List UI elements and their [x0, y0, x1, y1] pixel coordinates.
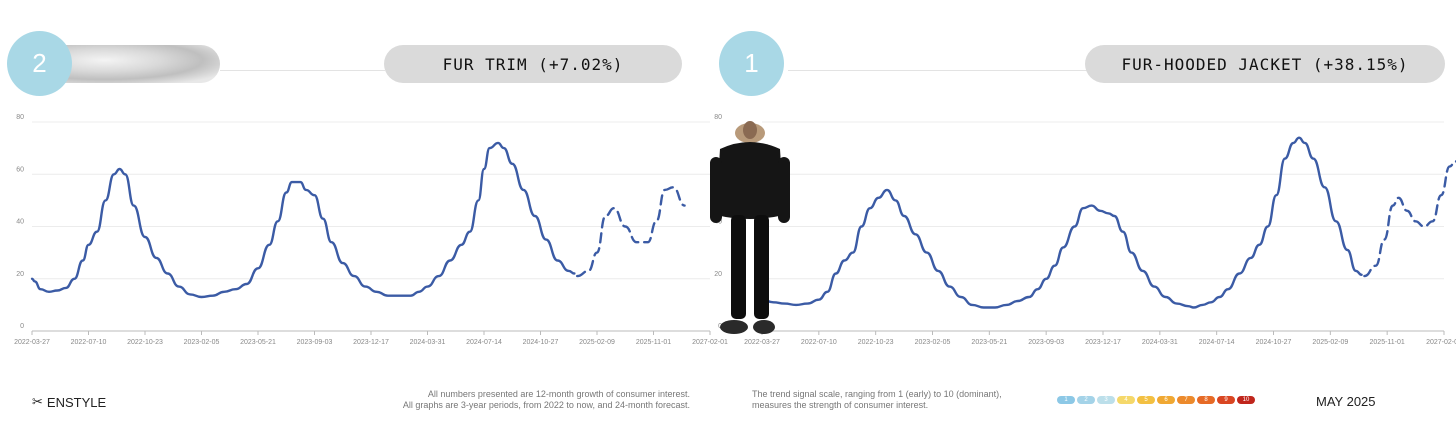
- y-tick-label: 80: [714, 114, 722, 121]
- x-tick-label: 2023-02-05: [915, 339, 951, 346]
- y-tick-label: 80: [16, 114, 24, 121]
- x-tick-label: 2023-09-03: [297, 339, 333, 346]
- trend-panel-fur-trim: 2 FUR TRIM (+7.02%) 0 20 40 60 80 2022-03-27 2…: [0, 0, 728, 346]
- scale-chip-1: 1: [1057, 396, 1075, 404]
- x-tick-label: 2024-03-31: [410, 339, 446, 346]
- methodology-note-line: All numbers presented are 12-month growt…: [427, 389, 690, 399]
- fur-texture-image: [55, 45, 220, 83]
- x-tick-label: 2022-03-27: [14, 339, 50, 346]
- scale-note-line: The trend signal scale, ranging from 1 (…: [752, 389, 1002, 399]
- x-tick-label: 2022-03-27: [744, 339, 780, 346]
- x-tick-label: 2023-05-21: [971, 339, 1007, 346]
- scale-chip-9: 9: [1217, 396, 1235, 404]
- trend-title: FUR-HOODED JACKET (+38.15%): [1085, 45, 1445, 83]
- x-tick-label: 2025-02-09: [1312, 339, 1348, 346]
- x-tick-label: 2025-02-09: [579, 339, 615, 346]
- x-tick-label: 2023-12-17: [1085, 339, 1121, 346]
- rank-badge: 1: [719, 31, 784, 96]
- x-tick-label: 2023-02-05: [184, 339, 220, 346]
- y-tick-label: 20: [16, 271, 24, 278]
- trend-line-chart: 0204060802022-03-272022-07-102022-10-232…: [714, 114, 1456, 346]
- x-tick-label: 2025-11-01: [636, 339, 671, 346]
- scale-chip-4: 4: [1117, 396, 1135, 404]
- scale-chip-7: 7: [1177, 396, 1195, 404]
- history-line: [760, 136, 1363, 309]
- x-tick-label: 2022-10-23: [858, 339, 894, 346]
- scale-chip-5: 5: [1137, 396, 1155, 404]
- brand-logo: ✂ ENSTYLE: [32, 394, 106, 410]
- x-tick-label: 2024-07-14: [466, 339, 502, 346]
- trend-line-chart: 0 20 40 60 80 2022-03-27 2022-07-10 2022-10-23 2…: [14, 114, 728, 346]
- methodology-note-line: All graphs are 3-year periods, from 2022…: [402, 400, 690, 410]
- x-tick-label: 2023-05-21: [240, 339, 276, 346]
- x-tick-label: 2023-12-17: [353, 339, 389, 346]
- scale-chip-6: 6: [1157, 396, 1175, 404]
- y-tick-label: 40: [16, 219, 24, 226]
- brand-name: ENSTYLE: [46, 394, 107, 410]
- x-tick-label: 2023-09-03: [1028, 339, 1064, 346]
- x-tick-label: 2027-02-01: [692, 339, 728, 346]
- x-tick-label: 2022-10-23: [127, 339, 163, 346]
- x-tick-label: 2024-10-27: [1256, 339, 1292, 346]
- forecast-line: [576, 186, 686, 278]
- y-tick-label: 20: [714, 271, 722, 278]
- forecast-line: [1363, 160, 1456, 278]
- y-tick-label: 0: [20, 323, 24, 330]
- scale-chip-10: 10: [1237, 396, 1255, 404]
- trend-panel-fur-hooded-jacket: 1 FUR-HOODED JACKET (+38.15%) 0204060802…: [714, 0, 1456, 346]
- x-tick-label: 2025-11-01: [1370, 339, 1405, 346]
- scale-chip-8: 8: [1197, 396, 1215, 404]
- header-divider: [220, 70, 385, 71]
- rank-badge: 2: [7, 31, 72, 96]
- x-tick-label: 2022-07-10: [71, 339, 107, 346]
- x-tick-label: 2027-02-01: [1426, 339, 1456, 346]
- trend-title: FUR TRIM (+7.02%): [384, 45, 682, 83]
- scale-chip-3: 3: [1097, 396, 1115, 404]
- x-tick-label: 2024-10-27: [523, 339, 559, 346]
- methodology-note: All numbers presented are 12-month growt…: [380, 389, 690, 411]
- model-in-fur-hooded-jacket-image: [710, 121, 790, 334]
- x-tick-label: 2024-07-14: [1199, 339, 1235, 346]
- header-divider: [788, 70, 1148, 71]
- x-tick-label: 2022-07-10: [801, 339, 837, 346]
- trend-signal-scale: 1 2 3 4 5 6 7 8 9 10: [1057, 396, 1255, 404]
- y-tick-label: 60: [16, 166, 24, 173]
- history-line: [30, 141, 576, 299]
- scale-chip-2: 2: [1077, 396, 1095, 404]
- report-date: MAY 2025: [1316, 394, 1376, 409]
- scissors-icon: ✂: [32, 394, 43, 409]
- scale-note-line: measures the strength of consumer intere…: [752, 400, 929, 410]
- x-tick-label: 2024-03-31: [1142, 339, 1178, 346]
- scale-note: The trend signal scale, ranging from 1 (…: [752, 389, 1012, 411]
